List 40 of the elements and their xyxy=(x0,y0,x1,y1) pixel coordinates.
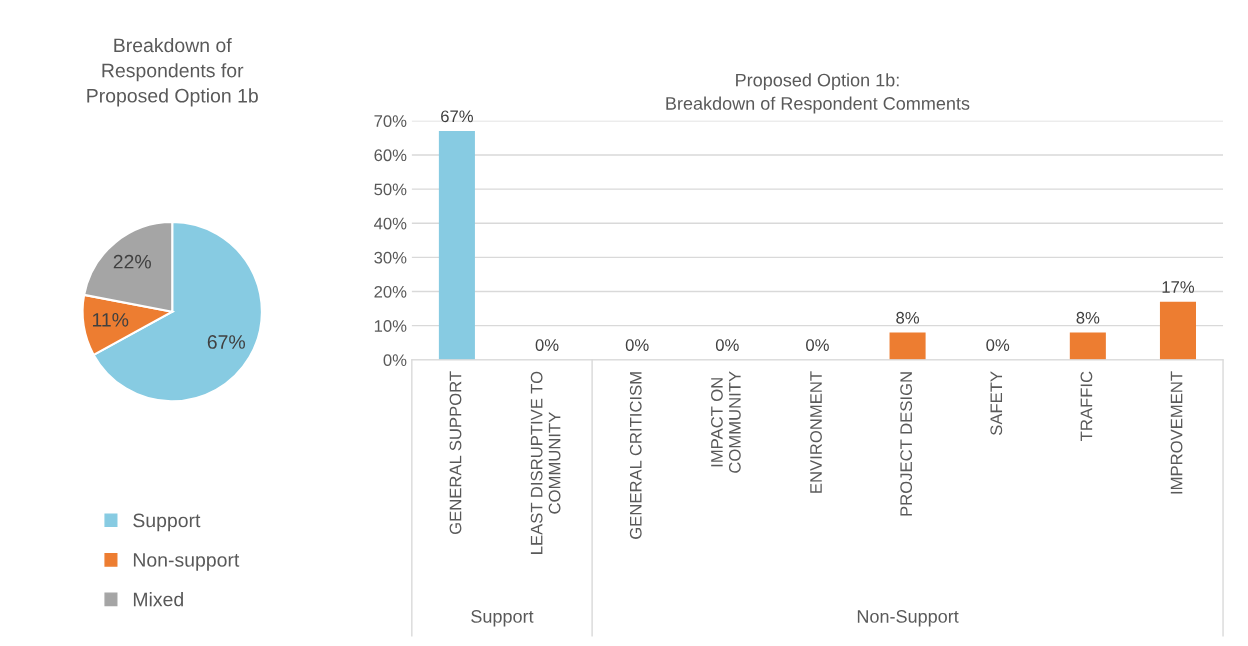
y-tick-label: 30% xyxy=(374,251,407,264)
bar xyxy=(438,131,475,360)
data-label: 67% xyxy=(441,110,473,123)
data-label: 0% xyxy=(986,339,1010,351)
x-tick-label: LEAST DISRUPTIVE TO COMMUNITY xyxy=(530,371,561,554)
data-label: 11% xyxy=(92,313,129,327)
chart-title: Breakdown of Respondents for Proposed Option 1b xyxy=(87,37,258,107)
data-label: 0% xyxy=(535,339,559,351)
text: Non-Support xyxy=(857,610,959,627)
data-label: 67% xyxy=(207,335,246,349)
x-tick-label: IMPROVEMENT xyxy=(1170,371,1183,494)
data-label: 8% xyxy=(896,311,920,324)
x-tick-label: IMPACT ON COMMUNITY xyxy=(711,371,741,473)
bar xyxy=(1159,301,1196,360)
y-tick-label: 70% xyxy=(374,115,407,128)
x-tick-label: GENERAL CRITICISM xyxy=(629,372,642,539)
data-label: 0% xyxy=(715,339,739,351)
y-tick-label: 60% xyxy=(374,149,407,162)
y-tick-label: 0% xyxy=(383,354,407,367)
x-tick-label: SAFETY xyxy=(990,371,1003,435)
y-tick-label: 50% xyxy=(374,183,407,196)
text: Support xyxy=(471,610,534,627)
x-tick-label: GENERAL SUPPORT xyxy=(449,371,462,535)
data-label: 0% xyxy=(625,339,649,351)
chart-title: Proposed Option 1b: Breakdown of Respondent Comments xyxy=(666,73,970,114)
data-label: 8% xyxy=(1076,311,1100,324)
data-label: 0% xyxy=(806,339,829,351)
data-label: 17% xyxy=(1162,281,1195,293)
legend-label: Mixed xyxy=(133,592,183,607)
y-tick-label: 40% xyxy=(374,217,407,230)
x-tick-label: PROJECT DESIGN xyxy=(900,372,913,516)
y-tick-label: 10% xyxy=(374,320,407,332)
bar xyxy=(889,332,926,360)
data-label: 22% xyxy=(113,254,151,269)
legend-label: Support xyxy=(133,513,201,532)
x-tick-label: ENVIRONMENT xyxy=(810,371,822,493)
y-tick-label: 20% xyxy=(374,285,407,298)
x-tick-label: TRAFFIC xyxy=(1080,371,1093,441)
bar xyxy=(1069,332,1106,360)
legend-label: Non-support xyxy=(133,553,240,571)
